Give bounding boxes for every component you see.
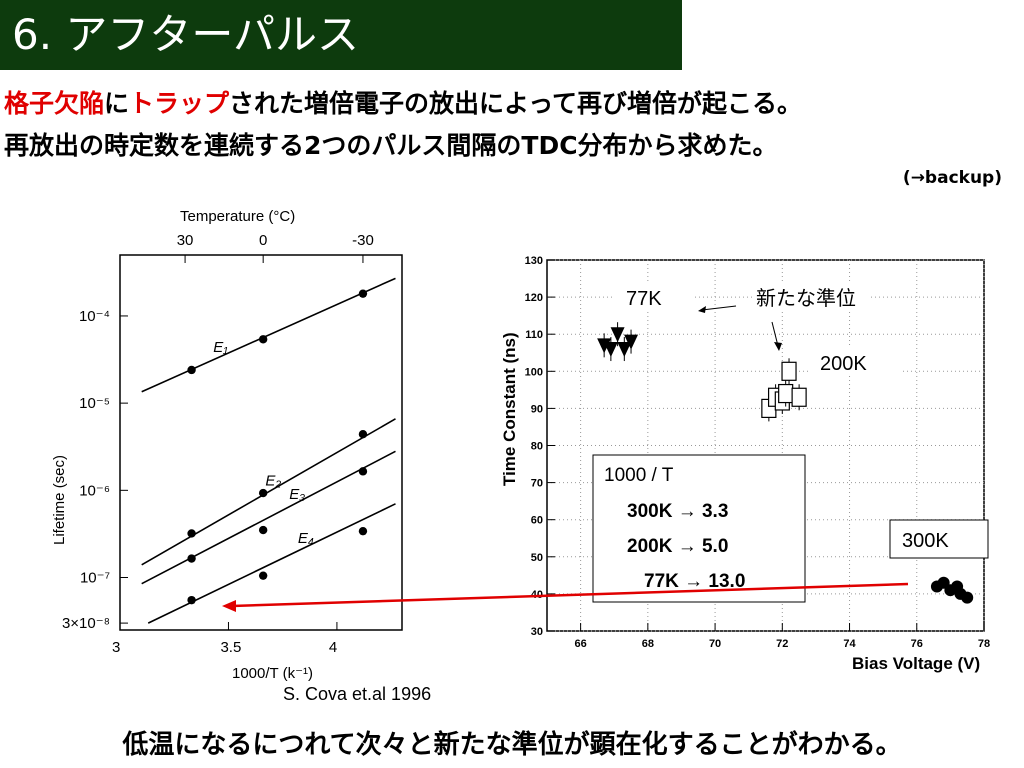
data-point-e3	[187, 554, 196, 563]
y-tick-label: 60	[531, 515, 543, 527]
left-plot-frame	[119, 254, 403, 631]
data-point-200k	[778, 383, 794, 404]
intro-text-2: に	[104, 89, 130, 118]
right-x-axis-title: Bias Voltage (V)	[852, 654, 980, 673]
x-tick-label: 4	[329, 639, 337, 656]
y-tick-label: 120	[525, 292, 543, 304]
intro-line-1: 格子欠陥にトラップされた増倍電子の放出によって再び増倍が起こる。	[4, 84, 802, 120]
data-point-e3	[358, 467, 368, 476]
intro-text-4: された増倍電子の放出によって再び増倍が起こる。	[229, 89, 803, 118]
label-300k: 300K	[889, 519, 989, 559]
top-axis-title: Temperature (°C)	[180, 208, 295, 225]
x-tick-label: 74	[843, 638, 856, 650]
fit-line-e2	[141, 418, 396, 566]
y-tick-label: 10⁻⁴	[79, 308, 110, 325]
y-tick-label: 10⁻⁶	[79, 482, 110, 499]
y-tick-label: 80	[531, 441, 543, 453]
left-axis-title: Lifetime (sec)	[51, 455, 68, 545]
data-point-e3	[258, 525, 268, 535]
y-tick-label: 3×10⁻⁸	[62, 615, 110, 632]
x-tick-label: 3.5	[220, 639, 241, 656]
intro-line-2: 再放出の時定数を連続する2つのパルス間隔のTDC分布から求めた。	[4, 131, 778, 160]
data-point-300k	[961, 591, 974, 604]
svg-text:77K: 77K	[626, 288, 662, 310]
top-tick-label: 0	[259, 232, 267, 249]
data-point-77k	[603, 342, 618, 358]
arrow-77k-head	[698, 306, 706, 313]
info-box-heading: 1000 / T	[604, 465, 674, 486]
conclusion: 低温になるにつれて次々と新たな準位が顕在化することがわかる。	[122, 730, 902, 760]
data-point-e1	[358, 289, 368, 298]
series-label-e1: E₁	[213, 339, 228, 356]
series-label-e3: E₃	[289, 486, 305, 503]
y-tick-label: 40	[531, 589, 543, 601]
y-tick-label: 10⁻⁷	[80, 570, 110, 587]
label-77k: 77K	[614, 282, 692, 312]
data-point-77k	[617, 342, 632, 358]
svg-text:300K: 300K	[902, 530, 949, 552]
svg-text:200K: 200K	[820, 353, 867, 375]
intro-red-term-2: トラップ	[129, 89, 230, 118]
svg-text:新たな準位: 新たな準位	[756, 287, 856, 310]
y-tick-label: 30	[531, 626, 543, 638]
info-box-row-3: 77K → 13.0	[644, 571, 745, 592]
data-point-e1	[187, 365, 196, 375]
arrow-new-level-head	[774, 342, 782, 351]
x-tick-label: 72	[776, 638, 788, 650]
x-tick-label: 66	[574, 638, 586, 650]
data-point-e2	[187, 529, 196, 538]
data-point-e2	[258, 488, 268, 498]
arrow-new-level	[771, 321, 779, 347]
right-y-axis-title: Time Constant (ns)	[500, 332, 519, 486]
data-point-e2	[358, 430, 368, 439]
data-point-200k	[791, 387, 807, 407]
y-tick-label: 10⁻⁵	[79, 395, 110, 412]
intro-red-term-1: 格子欠陥	[4, 89, 105, 118]
x-tick-label: 76	[911, 638, 923, 650]
series-label-e4: E₄	[298, 530, 314, 547]
info-box-row-2: 200K → 5.0	[627, 536, 728, 557]
x-tick-label: 70	[709, 638, 721, 650]
fit-line-e3	[141, 450, 396, 585]
y-tick-label: 100	[525, 366, 543, 378]
fit-line-e1	[141, 277, 396, 393]
x-tick-label: 68	[642, 638, 654, 650]
citation: S. Cova et.al 1996	[283, 684, 432, 704]
info-box: 1000 / T 300K → 3.3 200K → 5.0 77K → 13.…	[592, 454, 806, 603]
x-tick-label: 3	[112, 639, 120, 656]
y-tick-label: 130	[525, 255, 543, 267]
data-point-e4	[358, 526, 368, 536]
data-point-200k	[781, 361, 797, 381]
data-point-77k	[624, 334, 639, 350]
lifetime-chart: 3 3.5 4 10⁻⁴ 10⁻⁵ 10⁻⁶ 10⁻⁷ 3×10⁻⁸ 30 0 -30 Temper…	[51, 208, 403, 682]
label-200k: 200K	[808, 346, 902, 376]
y-tick-label: 90	[531, 403, 543, 415]
x-tick-label: 78	[978, 638, 990, 650]
y-tick-label: 50	[531, 552, 543, 564]
data-point-77k	[610, 327, 625, 343]
top-tick-label: 30	[177, 232, 194, 249]
data-point-e1	[258, 335, 268, 344]
time-constant-chart: 66 68 70 72 74 76 78 30 40 50 60 70 80 90 100 110 120 130…	[500, 255, 990, 673]
info-box-row-1: 300K → 3.3	[627, 501, 728, 522]
data-point-e4	[187, 595, 196, 605]
top-tick-label: -30	[352, 232, 374, 249]
fit-line-e4	[147, 503, 396, 624]
backup-link[interactable]: (→backup)	[902, 168, 1002, 188]
slide-title: 6. アフターパルス	[0, 0, 682, 70]
label-new-level: 新たな準位	[752, 282, 870, 312]
y-tick-label: 70	[531, 478, 543, 490]
data-point-e4	[258, 571, 268, 580]
bottom-axis-title: 1000/T (k⁻¹)	[232, 665, 313, 682]
arrow-77k	[701, 305, 737, 311]
y-tick-label: 110	[525, 329, 543, 341]
series-label-e2: E₂	[265, 473, 281, 490]
